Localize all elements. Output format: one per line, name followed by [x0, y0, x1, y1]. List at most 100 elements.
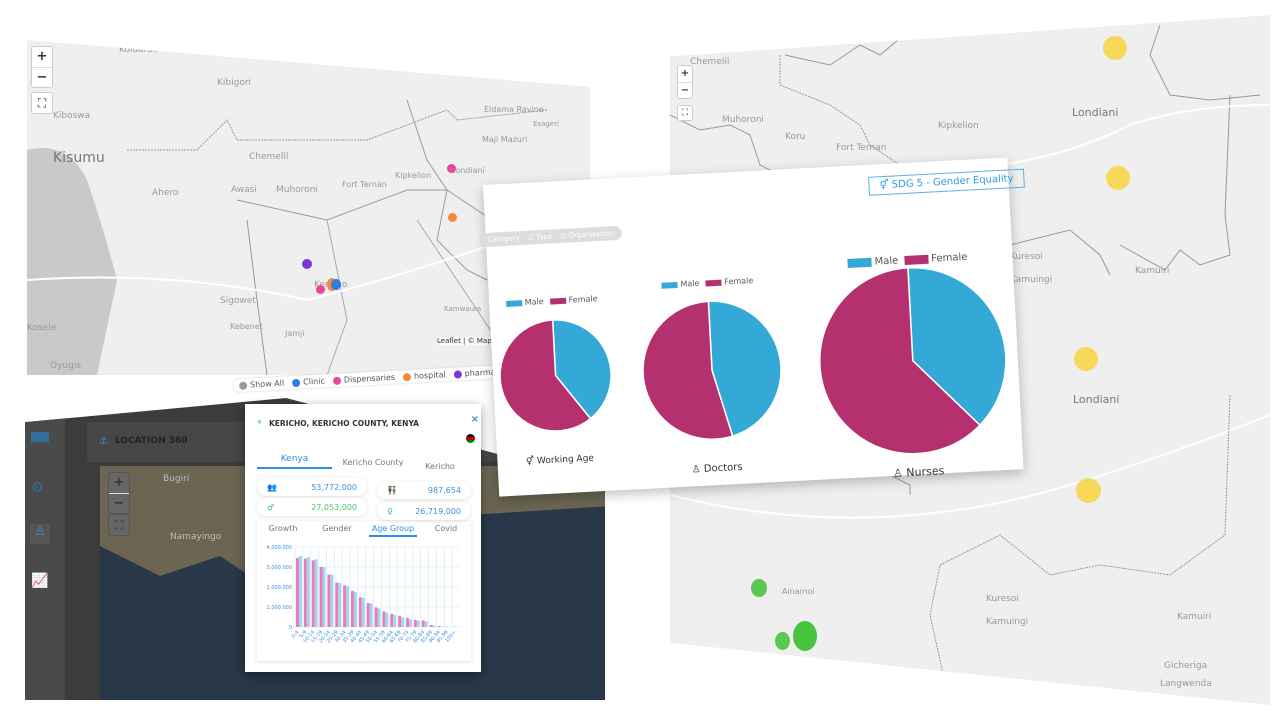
pie-slice-male[interactable] — [551, 317, 614, 420]
bar[interactable] — [327, 574, 331, 627]
fullscreen-button[interactable]: ⛶ — [677, 105, 693, 121]
legend-item-hospital[interactable]: hospital — [402, 370, 446, 381]
bar[interactable] — [361, 598, 365, 627]
bar[interactable] — [353, 592, 357, 627]
bar[interactable] — [440, 626, 444, 627]
pie-nurses: Male Female ♙ Nurses — [812, 250, 1013, 484]
map-marker-dispensary[interactable] — [316, 285, 325, 294]
bar[interactable] — [416, 620, 420, 627]
legend-item-show-all[interactable]: Show All — [238, 379, 284, 390]
location-person-icon[interactable]: ♙ — [30, 524, 50, 544]
bar[interactable] — [296, 558, 299, 627]
bar[interactable] — [424, 621, 428, 627]
map-marker-green[interactable] — [775, 632, 790, 650]
sdg-badge[interactable]: ⚥ SDG 5 - Gender Equality — [868, 168, 1025, 196]
tab-kenya[interactable]: Kenya — [257, 454, 332, 469]
filter-organisation[interactable]: ○ Organisation — [560, 229, 614, 241]
tab-kericho-county[interactable]: Kericho County — [342, 458, 404, 467]
pie-slice-female[interactable] — [815, 265, 981, 459]
map-marker-clinic[interactable] — [331, 279, 341, 290]
map-marker-dispensary[interactable] — [447, 164, 456, 173]
kenya-flag-icon — [466, 434, 475, 443]
bar[interactable] — [358, 597, 362, 627]
users-settings-icon[interactable]: ⚙ — [31, 480, 44, 496]
map-marker-green[interactable] — [793, 621, 817, 651]
bar[interactable] — [366, 603, 370, 627]
bar[interactable] — [437, 626, 441, 627]
bar[interactable] — [421, 620, 425, 627]
pie-working-age: Male Female ⚥ Working Age — [494, 294, 618, 469]
pie-slice-female[interactable] — [639, 300, 734, 442]
place-label: Awasi — [231, 185, 257, 195]
bar[interactable] — [351, 591, 354, 627]
bar[interactable] — [401, 617, 404, 627]
legend-item-dispensaries[interactable]: Dispensaries — [332, 373, 395, 385]
bar[interactable] — [382, 611, 386, 627]
place-label: Kuresoi — [986, 594, 1019, 604]
bar[interactable] — [311, 560, 315, 627]
map-marker-yellow[interactable] — [1076, 478, 1101, 503]
map-marker-yellow[interactable] — [1103, 36, 1127, 60]
close-button[interactable]: × — [470, 414, 479, 425]
bar[interactable] — [346, 586, 349, 627]
map-marker-green[interactable] — [751, 579, 767, 597]
filter-category[interactable]: Category — [487, 234, 521, 244]
fullscreen-icon: ⛶ — [681, 108, 689, 118]
y-tick-label: 0 — [289, 625, 292, 631]
legend-item-clinic[interactable]: Clinic — [291, 376, 325, 387]
bar[interactable] — [429, 625, 433, 627]
bar[interactable] — [432, 625, 436, 627]
subtab-growth[interactable]: Growth — [268, 524, 298, 533]
bar[interactable] — [298, 556, 302, 627]
subtab-covid[interactable]: Covid — [434, 524, 458, 533]
male-icon: ♂ — [267, 502, 275, 512]
subtab-gender[interactable]: Gender — [322, 524, 352, 533]
map-marker-yellow[interactable] — [1106, 166, 1130, 190]
bar[interactable] — [398, 616, 402, 627]
zoom-in-button[interactable]: + — [113, 475, 125, 490]
bar[interactable] — [303, 558, 307, 627]
tab-kericho[interactable]: Kericho — [425, 462, 455, 471]
map-attribution[interactable]: Leaflet | © Mapbox — [437, 337, 505, 345]
bar[interactable] — [306, 557, 310, 627]
fullscreen-button[interactable]: ⛶ — [31, 92, 53, 114]
place-label: Kisumu — [53, 150, 105, 166]
map-marker-hospital[interactable] — [448, 213, 457, 222]
pie-slice-female[interactable] — [497, 318, 592, 433]
subtab-age-group[interactable]: Age Group — [369, 524, 417, 537]
bar[interactable] — [319, 567, 323, 627]
place-label: Kamuiri — [1177, 612, 1212, 622]
bar[interactable] — [390, 613, 394, 627]
zoom-in-button[interactable]: + — [680, 68, 690, 79]
zoom-out-button[interactable]: − — [678, 82, 692, 98]
bar[interactable] — [322, 567, 326, 627]
map-marker-yellow[interactable] — [1074, 347, 1098, 371]
map-marker-pharmacy[interactable] — [302, 259, 312, 269]
gender-icon: ⚥ — [525, 456, 535, 468]
place-label: Chemelil — [249, 152, 289, 162]
bar[interactable] — [393, 615, 397, 627]
pie-slice-male[interactable] — [907, 263, 1009, 428]
bar[interactable] — [385, 612, 389, 627]
analytics-icon[interactable]: 📈 — [31, 573, 49, 589]
pie-slice-male[interactable] — [707, 298, 784, 438]
fullscreen-button[interactable]: ⛶ — [108, 514, 130, 536]
bar[interactable] — [330, 574, 334, 627]
bar[interactable] — [413, 620, 417, 627]
bar[interactable] — [343, 585, 347, 627]
bar[interactable] — [406, 618, 409, 627]
bar[interactable] — [314, 559, 318, 627]
bar[interactable] — [374, 607, 378, 627]
bar[interactable] — [369, 603, 373, 627]
bar[interactable] — [408, 619, 412, 627]
filter-type[interactable]: ☑ Type — [527, 232, 553, 242]
place-label: Londiani — [451, 166, 485, 175]
zoom-control: + − — [31, 46, 53, 88]
bar[interactable] — [338, 583, 342, 627]
zoom-out-button[interactable]: − — [32, 67, 52, 87]
zoom-out-button[interactable]: − — [109, 493, 129, 513]
bar[interactable] — [377, 608, 381, 627]
bar[interactable] — [335, 582, 339, 627]
zoom-in-button[interactable]: + — [36, 49, 48, 64]
mail-icon[interactable] — [31, 432, 49, 442]
